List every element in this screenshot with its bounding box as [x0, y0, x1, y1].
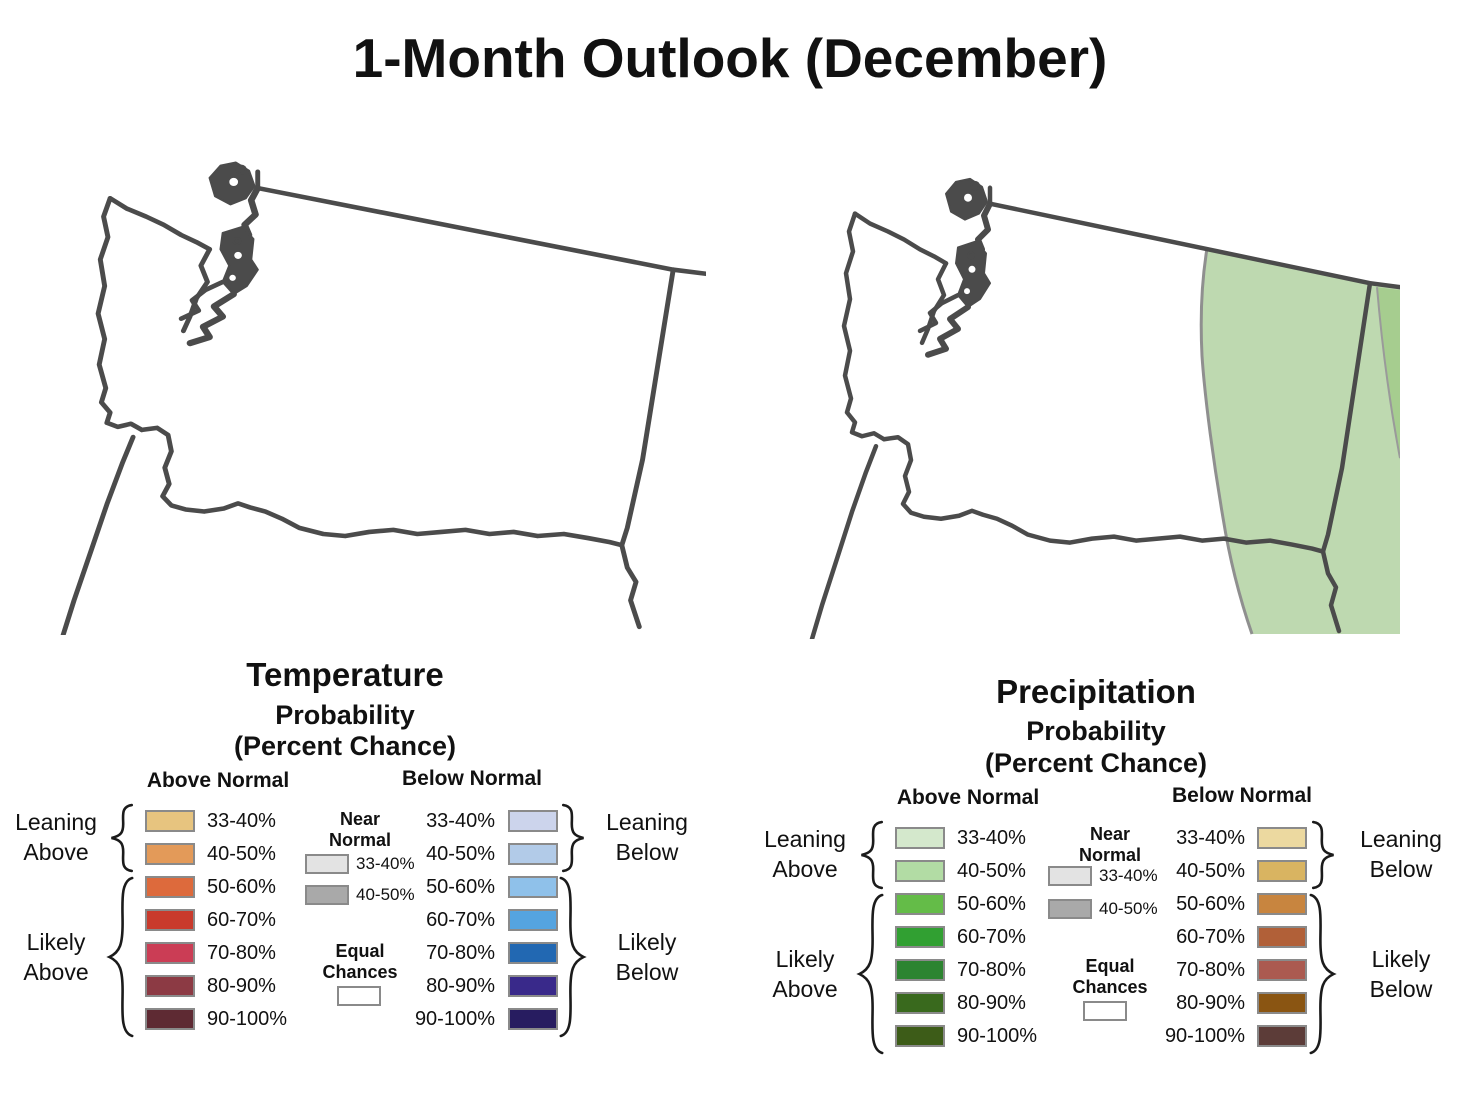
color-swatch [1257, 992, 1307, 1014]
color-swatch [1257, 860, 1307, 882]
color-swatch [305, 854, 349, 874]
precip-equal-chances-swatch [1083, 1001, 1127, 1021]
temp-near-normal-swatches [305, 854, 349, 905]
brace-likely-below-temp [556, 873, 592, 1041]
precip-leaning-above-label: Leaning Above [764, 826, 846, 882]
temp-equal-chances-swatch [337, 986, 381, 1006]
color-swatch [508, 843, 558, 865]
color-swatch [508, 909, 558, 931]
color-swatch [145, 843, 195, 865]
precip-below-range-labels: 33-40% 40-50% 50-60% 60-70% 70-80% 80-90… [1164, 827, 1245, 1047]
color-swatch [508, 1008, 558, 1030]
precip-above-swatch-column [895, 827, 945, 1047]
brace-likely-above-temp [101, 873, 137, 1041]
temperature-legend-title: Temperature [246, 656, 444, 693]
color-swatch [508, 942, 558, 964]
temperature-below-normal-header: Below Normal [401, 767, 543, 790]
precip-near-normal-header: Near Normal [1078, 824, 1141, 865]
color-swatch [1048, 866, 1092, 886]
brace-leaning-below-temp [559, 803, 591, 873]
color-swatch [1048, 899, 1092, 919]
page-title: 1-Month Outlook (December) [352, 27, 1108, 89]
precip-near-normal-swatches [1048, 866, 1092, 919]
color-swatch [1257, 893, 1307, 915]
color-swatch [145, 1008, 195, 1030]
color-swatch [895, 992, 945, 1014]
color-swatch [145, 975, 195, 997]
precipitation-map [800, 152, 1400, 639]
temp-near-normal-header: Near Normal [328, 809, 391, 850]
brace-likely-below-precip [1306, 890, 1342, 1058]
precip-region-above-33-40 [1201, 248, 1400, 635]
color-swatch [895, 926, 945, 948]
color-swatch [508, 810, 558, 832]
precip-above-normal-header: Above Normal [896, 786, 1040, 809]
temp-near-normal-labels: 33-40% 40-50% [356, 854, 415, 904]
color-swatch [1257, 827, 1307, 849]
color-swatch [895, 959, 945, 981]
brace-likely-above-precip [851, 890, 887, 1058]
temp-above-range-labels: 33-40% 40-50% 50-60% 60-70% 70-80% 80-90… [207, 810, 288, 1030]
color-swatch [508, 876, 558, 898]
color-swatch [895, 860, 945, 882]
precip-likely-below-label: Likely Below [1369, 946, 1433, 1002]
color-swatch [305, 885, 349, 905]
temperature-likely-above-label: Likely Above [23, 929, 89, 985]
brace-leaning-above-precip [854, 820, 886, 890]
temperature-leaning-above-label: Leaning Above [15, 809, 97, 865]
temp-below-swatch-column [508, 810, 558, 1030]
color-swatch [145, 810, 195, 832]
precipitation-legend-subtitle2: (Percent Chance) [984, 748, 1208, 778]
color-swatch [1257, 1025, 1307, 1047]
precipitation-legend-title: Precipitation [996, 673, 1196, 710]
temperature-legend-subtitle1: Probability [275, 700, 415, 730]
color-swatch [145, 909, 195, 931]
region-boundary-contour [1199, 248, 1254, 635]
color-swatch [1257, 959, 1307, 981]
precipitation-legend-subtitle1: Probability [1026, 716, 1166, 746]
brace-leaning-above-temp [104, 803, 136, 873]
temperature-leaning-below-label: Leaning Below [606, 809, 688, 865]
temperature-map [50, 135, 706, 635]
region-inner-contour [1376, 287, 1400, 459]
precip-leaning-below-label: Leaning Below [1360, 826, 1442, 882]
temperature-likely-below-label: Likely Below [615, 929, 679, 985]
brace-leaning-below-precip [1309, 820, 1341, 890]
temperature-above-normal-header: Above Normal [146, 769, 290, 792]
color-swatch [145, 942, 195, 964]
temp-below-range-labels: 33-40% 40-50% 50-60% 60-70% 70-80% 80-90… [414, 810, 495, 1030]
temperature-legend-subtitle2: (Percent Chance) [233, 731, 457, 761]
precip-equal-chances-header: Equal Chances [1072, 956, 1148, 997]
temp-above-swatch-column [145, 810, 195, 1030]
color-swatch [895, 893, 945, 915]
color-swatch [145, 876, 195, 898]
color-swatch [1257, 926, 1307, 948]
color-swatch [895, 1025, 945, 1047]
color-swatch [508, 975, 558, 997]
precip-below-swatch-column [1257, 827, 1307, 1047]
precip-near-normal-labels: 33-40% 40-50% [1099, 866, 1158, 918]
precip-likely-above-label: Likely Above [772, 946, 838, 1002]
temp-equal-chances-header: Equal Chances [322, 941, 398, 982]
precip-region-above-40-50 [1377, 287, 1400, 461]
precip-below-normal-header: Below Normal [1171, 784, 1313, 807]
precip-above-range-labels: 33-40% 40-50% 50-60% 60-70% 70-80% 80-90… [957, 827, 1038, 1047]
color-swatch [895, 827, 945, 849]
